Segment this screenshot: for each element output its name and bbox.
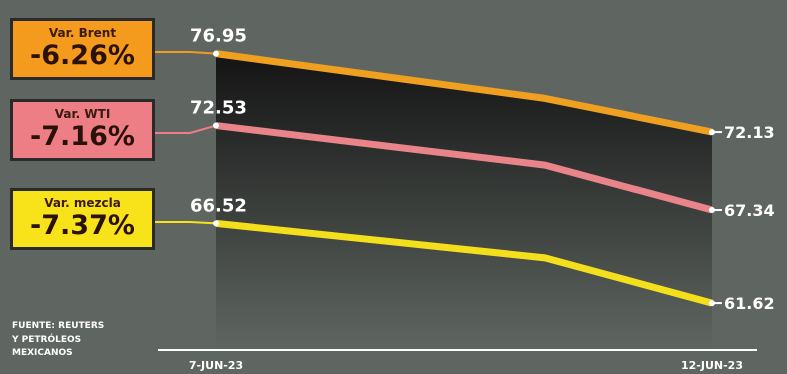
connector-wti [155, 124, 217, 134]
source-line: MEXICANOS [12, 348, 73, 358]
data-point-brent [213, 50, 219, 57]
data-label-end-mezcla: 61.62 [724, 294, 775, 313]
legend-box-mezcla: Var. mezcla -7.37% [10, 188, 155, 250]
legend-change-wti: -7.16% [30, 121, 135, 152]
data-label-start-brent: 76.95 [190, 26, 247, 47]
source-line: Y PETRÓLEOS [12, 334, 82, 345]
x-tick-label: 12-JUN-23 [681, 359, 743, 372]
data-label-start-mezcla: 66.52 [190, 195, 247, 216]
legend-label-mezcla: Var. mezcla [44, 196, 121, 210]
source-line: FUENTE: REUTERS [12, 321, 105, 331]
data-label-start-wti: 72.53 [190, 98, 247, 119]
chart-area-fill [216, 53, 712, 351]
connector-brent [155, 51, 217, 55]
legend-label-brent: Var. Brent [48, 26, 117, 40]
legend-change-brent: -6.26% [30, 40, 135, 71]
data-label-end-brent: 72.13 [724, 123, 775, 142]
data-label-end-wti: 67.34 [724, 201, 775, 220]
series-line-wti [215, 122, 713, 214]
legend-change-mezcla: -7.37% [30, 210, 135, 241]
connector-mezcla [155, 221, 217, 225]
source-note: FUENTE: REUTERS Y PETRÓLEOS MEXICANOS [12, 320, 142, 361]
legend-box-wti: Var. WTI -7.16% [10, 99, 155, 161]
data-point-mezcla [213, 220, 219, 227]
x-tick-label: 7-JUN-23 [189, 359, 243, 372]
legend-box-brent: Var. Brent -6.26% [10, 18, 155, 80]
series-line-brent [215, 50, 713, 136]
data-point-wti [213, 122, 219, 129]
series-line-mezcla [215, 219, 713, 307]
legend-label-wti: Var. WTI [54, 107, 111, 121]
